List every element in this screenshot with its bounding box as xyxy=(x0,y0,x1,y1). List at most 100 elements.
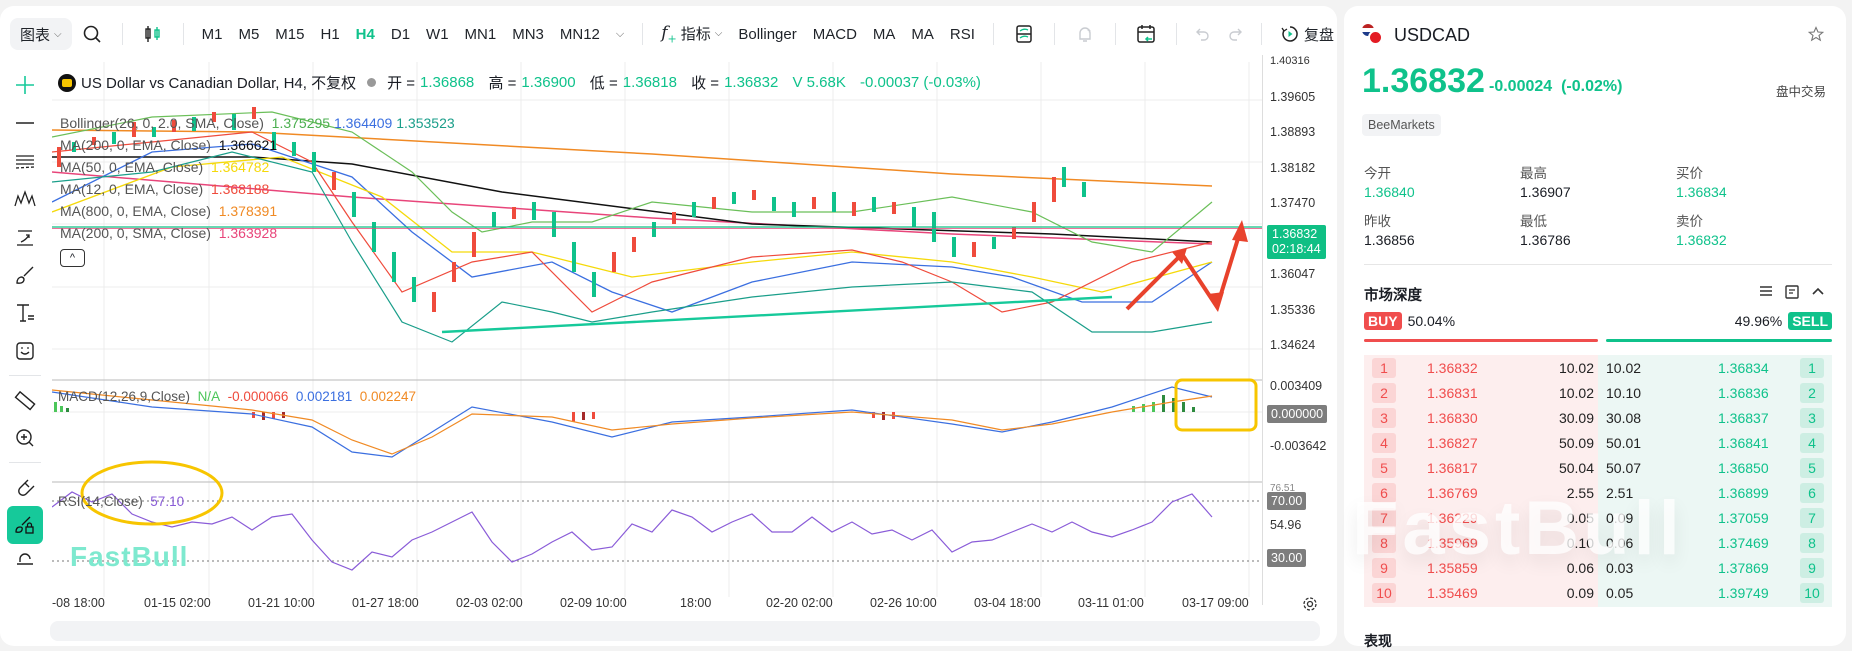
close-label: 收 = xyxy=(691,75,720,92)
ruler-icon[interactable] xyxy=(0,381,50,419)
open-label: 开 = xyxy=(387,75,416,92)
legend-ma200-ema[interactable]: MA(200, 0, EMA, Close) 1.366621 xyxy=(60,137,278,153)
ask-volume: 50.07 xyxy=(1606,459,1642,476)
macd-legend[interactable]: MACD(12,26,9,Close) N/A -0.000066 0.0021… xyxy=(58,389,417,404)
indicators-menu-button[interactable]: f+ 指标 ⌵ xyxy=(653,23,730,45)
bid-row[interactable]: 4 1.36827 50.09 xyxy=(1364,430,1598,455)
x-tick: 01-27 18:00 xyxy=(352,596,419,610)
parallel-channel-icon[interactable] xyxy=(0,142,50,180)
bid-row[interactable]: 7 1.36229 0.05 xyxy=(1364,505,1598,530)
bid-volume: 10.02 xyxy=(1558,359,1594,376)
time-axis[interactable]: -08 18:00 01-15 02:00 01-21 10:00 01-27 … xyxy=(52,596,1262,616)
legend-ma50-ema[interactable]: MA(50, 0, EMA, Close) 1.364782 xyxy=(60,159,270,175)
timeframe-h1[interactable]: H1 xyxy=(320,25,340,43)
close-value: 1.36832 xyxy=(724,74,779,91)
unlock-icon[interactable] xyxy=(0,544,50,582)
chart-legend-title: US Dollar vs Canadian Dollar, H4, 不复权 开 … xyxy=(58,72,981,93)
timeframe-mn12[interactable]: MN12 xyxy=(559,25,600,43)
timeframe-w1[interactable]: W1 xyxy=(426,25,449,43)
stat-high: 最高 1.36907 xyxy=(1520,166,1571,200)
ask-price: 1.39749 xyxy=(1718,584,1769,601)
broker-tag[interactable]: BeeMarkets xyxy=(1362,114,1441,136)
redo-icon[interactable] xyxy=(1223,22,1247,46)
legend-ma200-sma[interactable]: MA(200, 0, SMA, Close) 1.363928 xyxy=(60,225,278,241)
rsi-legend[interactable]: RSI(14,Close) 57.10 xyxy=(58,494,185,509)
ask-row[interactable]: 50.01 1.36841 4 xyxy=(1598,430,1832,455)
brush-icon[interactable] xyxy=(0,256,50,294)
calendar-jump-icon[interactable] xyxy=(1134,22,1158,46)
layout-icon[interactable] xyxy=(1012,22,1036,46)
legend-ma12-ema[interactable]: MA(12, 0, EMA, Close) 1.368188 xyxy=(60,181,270,197)
bar-countdown: 02:18:44 xyxy=(1272,242,1321,256)
ask-volume: 0.05 xyxy=(1606,584,1634,601)
horizontal-line-icon[interactable] xyxy=(0,104,50,142)
legend-ma800-ema[interactable]: MA(800, 0, EMA, Close) 1.378391 xyxy=(60,203,278,219)
bid-row[interactable]: 3 1.36830 30.09 xyxy=(1364,405,1598,430)
ask-row[interactable]: 2.51 1.36899 6 xyxy=(1598,480,1832,505)
crosshair-icon[interactable] xyxy=(0,66,50,104)
bid-row[interactable]: 5 1.36817 50.04 xyxy=(1364,455,1598,480)
performance-section-title[interactable]: 表现 xyxy=(1364,633,1392,649)
projection-icon[interactable] xyxy=(0,218,50,256)
high-label: 高 = xyxy=(488,75,517,92)
bid-level: 5 xyxy=(1372,457,1396,478)
chevron-up-icon[interactable] xyxy=(1810,284,1826,305)
list-view-icon[interactable] xyxy=(1758,284,1774,305)
bid-row[interactable]: 2 1.36831 10.02 xyxy=(1364,380,1598,405)
chart-menu-button[interactable]: 图表 ⌵ xyxy=(10,18,72,50)
chart-settings-gear-icon[interactable] xyxy=(1302,596,1318,617)
ask-row[interactable]: 0.05 1.39749 10 xyxy=(1598,580,1832,605)
ask-row[interactable]: 0.06 1.37469 8 xyxy=(1598,530,1832,555)
timeframe-h4[interactable]: H4 xyxy=(355,25,375,43)
price-axis[interactable]: 1.40316 1.39605 1.38893 1.38182 1.37470 … xyxy=(1262,55,1337,605)
magnet-icon[interactable] xyxy=(0,468,50,506)
undo-icon[interactable] xyxy=(1191,22,1215,46)
timeframe-m15[interactable]: M15 xyxy=(275,25,305,43)
quick-indicator-rsi[interactable]: RSI xyxy=(949,25,975,43)
lock-drawing-icon[interactable] xyxy=(7,506,43,544)
x-tick: 18:00 xyxy=(680,596,712,610)
market-depth-title: 市场深度 xyxy=(1364,288,1422,304)
stat-prev-close: 昨收 1.36856 xyxy=(1364,214,1415,248)
bid-row[interactable]: 1 1.36832 10.02 xyxy=(1364,355,1598,380)
timeframe-m5[interactable]: M5 xyxy=(238,25,260,43)
timeframe-mn3[interactable]: MN3 xyxy=(512,25,544,43)
timeframe-more-chevron-icon[interactable]: ⌵ xyxy=(615,27,625,40)
bid-row[interactable]: 10 1.35469 0.09 xyxy=(1364,580,1598,605)
quick-indicator-ma-2[interactable]: MA xyxy=(911,25,934,43)
ask-row[interactable]: 10.10 1.36836 2 xyxy=(1598,380,1832,405)
timeframe-d1[interactable]: D1 xyxy=(390,25,411,43)
price-chart-canvas[interactable] xyxy=(52,62,1262,602)
bid-volume: 0.06 xyxy=(1566,559,1594,576)
detail-view-icon[interactable] xyxy=(1784,284,1800,305)
text-tool-icon[interactable] xyxy=(0,294,50,332)
bid-row[interactable]: 6 1.36769 2.55 xyxy=(1364,480,1598,505)
asks-side: 10.02 1.36834 1 10.10 1.36836 2 30.08 1.36837 3 5… xyxy=(1598,355,1832,607)
ask-row[interactable]: 10.02 1.36834 1 xyxy=(1598,355,1832,380)
alert-bell-icon[interactable]: + xyxy=(1073,22,1097,46)
search-icon[interactable] xyxy=(80,22,104,46)
timeframe-mn1[interactable]: MN1 xyxy=(464,25,497,43)
quick-indicator-ma[interactable]: MA xyxy=(872,25,896,43)
pattern-icon[interactable] xyxy=(0,180,50,218)
y-tick: 1.34624 xyxy=(1270,338,1316,352)
fastbull-watermark: FastBull xyxy=(70,541,189,572)
low-value: 1.36818 xyxy=(622,74,677,91)
timeframe-m1[interactable]: M1 xyxy=(201,25,223,43)
symbol-header: USDCAD xyxy=(1362,24,1470,46)
ask-row[interactable]: 50.07 1.36850 5 xyxy=(1598,455,1832,480)
bid-row[interactable]: 8 1.35969 0.10 xyxy=(1364,530,1598,555)
quick-indicator-macd[interactable]: MACD xyxy=(812,25,857,43)
ask-row[interactable]: 30.08 1.36837 3 xyxy=(1598,405,1832,430)
favorite-star-icon[interactable] xyxy=(1807,26,1825,47)
ask-row[interactable]: 0.09 1.37059 7 xyxy=(1598,505,1832,530)
bid-row[interactable]: 9 1.35859 0.06 xyxy=(1364,555,1598,580)
candlestick-type-icon[interactable] xyxy=(141,22,165,46)
zoom-in-icon[interactable] xyxy=(0,419,50,457)
ask-row[interactable]: 0.03 1.37869 9 xyxy=(1598,555,1832,580)
legend-bollinger[interactable]: Bollinger(26, 0, 2.0, SMA, Close) 1.3752… xyxy=(60,115,455,131)
collapse-legend-button[interactable]: ^ xyxy=(60,249,85,267)
quick-indicator-bollinger[interactable]: Bollinger xyxy=(738,25,797,43)
emoji-icon[interactable] xyxy=(0,332,50,370)
replay-button[interactable]: 复盘 xyxy=(1272,24,1342,45)
